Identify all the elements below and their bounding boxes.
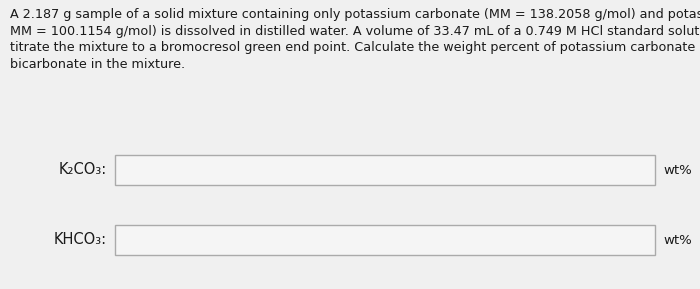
Text: titrate the mixture to a bromocresol green end point. Calculate the weight perce: titrate the mixture to a bromocresol gre… [10, 41, 700, 54]
Text: wt%: wt% [663, 164, 692, 177]
Text: K₂CO₃:: K₂CO₃: [59, 162, 107, 177]
Text: A 2.187 g sample of a solid mixture containing only potassium carbonate (MM = 13: A 2.187 g sample of a solid mixture cont… [10, 8, 700, 21]
Text: wt%: wt% [663, 234, 692, 247]
Bar [115, 155, 655, 185]
Text: MM = 100.1154 g/mol) is dissolved in distilled water. A volume of 33.47 mL of a : MM = 100.1154 g/mol) is dissolved in dis… [10, 25, 700, 38]
Bar [115, 225, 655, 255]
Text: bicarbonate in the mixture.: bicarbonate in the mixture. [10, 58, 185, 71]
Text: KHCO₃:: KHCO₃: [54, 232, 107, 247]
